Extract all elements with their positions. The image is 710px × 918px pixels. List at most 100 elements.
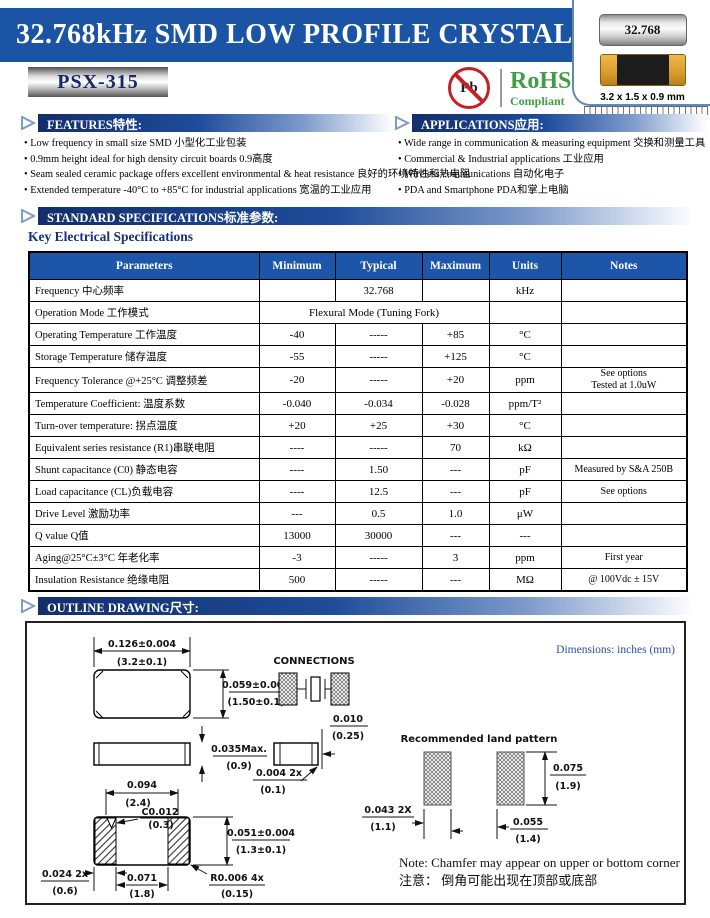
smd-package-photo (599, 54, 686, 86)
list-item: PDA and Smartphone PDA和掌上电脑 (398, 183, 708, 199)
pb-free-icon: Pb (448, 67, 490, 109)
dim-pad-gap-in: 0.071 (127, 873, 157, 884)
table-row: Turn-over temperature: 拐点温度 +20 +25 +30 °C (28, 414, 688, 437)
land-pattern: Recommended land pattern 0.075 (1.9) 0.0… (362, 734, 586, 845)
dim-land-height-in: 0.075 (553, 763, 583, 774)
column-header: Units (488, 251, 562, 280)
features-list: Low frequency in small size SMD 小型化工业包装0… (24, 136, 470, 198)
triangle-bullet-icon (21, 209, 36, 223)
page-title: 32.768kHz SMD LOW PROFILE CRYSTAL (16, 19, 573, 50)
column-header: Minimum (258, 251, 336, 280)
applications-title: APPLICATIONS应用: (421, 117, 544, 132)
list-item: Wide range in communication & measuring … (398, 136, 708, 152)
dim-pad-thk-in: 0.004 2x (256, 768, 302, 779)
top-view: 0.126±0.004 (3.2±0.1) 0.059±0.004 (1.50±… (93, 637, 290, 719)
side-view: 0.035Max. (0.9) (93, 726, 267, 782)
applications-list: Wide range in communication & measuring … (398, 136, 708, 198)
table-row: Operation Mode 工作模式 Flexural Mode (Tuning… (28, 301, 688, 324)
dim-corner-r-in: R0.006 4x (210, 873, 263, 884)
dim-land-gap-in: 0.043 2X (364, 805, 412, 816)
table-row: Aging@25°C±3°C 年老化率 -3 ----- 3 ppm First year (28, 546, 688, 569)
table-row: Insulation Resistance 绝缘电阻 500 ----- --- MΩ @… (28, 568, 688, 592)
specifications-title: STANDARD SPECIFICATIONS标准参数: (47, 210, 279, 225)
smd-pad-left (600, 55, 617, 85)
smd-pad-right (668, 55, 685, 85)
divider (500, 69, 502, 107)
chamfer-note-en: Note: Chamfer may appear on upper or bot… (399, 855, 680, 870)
table-row: Frequency Tolerance @+25°C 调整频差 -20 ----- +… (28, 367, 688, 393)
dim-side-height-mm: (0.9) (226, 761, 252, 772)
dim-pad-end-mm: (0.25) (332, 731, 364, 742)
model-name: PSX-315 (57, 70, 139, 93)
rohs-compliant-label: Compliant (510, 94, 565, 108)
dim-side-height-in: 0.035Max. (211, 744, 267, 755)
dim-top-width-mm: (3.2±0.1) (117, 657, 167, 668)
package-size-label: 3.2 x 1.5 x 0.9 mm (600, 92, 685, 103)
triangle-bullet-icon (21, 599, 36, 613)
model-badge: PSX-315 (28, 67, 168, 97)
dim-pad-span-in: 0.094 (127, 780, 157, 791)
dim-pad-width-mm: (0.6) (52, 886, 78, 897)
dim-top-height-mm: (1.50±0.1) (228, 697, 285, 708)
table-row: Frequency 中心频率 32.768 kHz (28, 279, 688, 302)
dim-bottom-height-in: 0.051±0.004 (227, 828, 295, 839)
table-header-row: Parameters Minimum Typical Maximum Units Note… (28, 251, 688, 280)
column-header: Typical (334, 251, 423, 280)
table-row: Equivalent series resistance (R1)串联电阻 ---… (28, 436, 688, 459)
rohs-block: Pb RoHS Compliant (448, 66, 571, 110)
pb-label: Pb (460, 79, 478, 96)
title-bar: 32.768kHz SMD LOW PROFILE CRYSTAL (0, 8, 574, 62)
dim-land-width-in: 0.055 (513, 817, 543, 828)
table-row: Drive Level 激励功率 --- 0.5 1.0 μW (28, 502, 688, 525)
spec-table: Parameters Minimum Typical Maximum Units Note… (28, 251, 688, 592)
table-row: Operating Temperature 工作温度 -40 ----- +85 °C (28, 323, 688, 346)
end-view: 0.010 (0.25) 0.004 2x (0.1) (253, 714, 368, 796)
column-header: Maximum (421, 251, 490, 280)
dim-pad-thk-mm: (0.1) (260, 785, 286, 796)
applications-header: APPLICATIONS应用: (394, 114, 706, 132)
product-image-panel: 32.768 3.2 x 1.5 x 0.9 mm (572, 0, 710, 106)
connections-diagram: CONNECTIONS (273, 656, 355, 706)
table-row: Load capacitance (CL)负载电容 ---- 12.5 --- pF Se… (28, 480, 688, 503)
dim-bottom-height-mm: (1.3±0.1) (236, 845, 286, 856)
features-title: FEATURES特性: (47, 117, 142, 132)
dim-land-width-mm: (1.4) (515, 834, 541, 845)
outline-title: OUTLINE DRAWING尺寸: (47, 600, 199, 615)
table-row: Storage Temperature 储存温度 -55 ----- +125 °C (28, 345, 688, 368)
features-header: FEATURES特性: (20, 114, 392, 132)
crystal-photo: 32.768 (598, 14, 687, 46)
dim-land-gap-mm: (1.1) (370, 822, 396, 833)
bottom-view: 0.094 (2.4) C0.012 (0.3) 0.051±0.004 (1.… (41, 780, 295, 900)
dim-pad-span-mm: (2.4) (125, 798, 151, 809)
dimensions-note: Dimensions: inches (mm) (556, 644, 675, 656)
list-item: Commercial & Industrial applications 工业应… (398, 152, 708, 168)
smd-body (616, 55, 669, 85)
column-header: Parameters (28, 251, 260, 280)
connections-label: CONNECTIONS (273, 656, 354, 667)
list-item: 0.9mm height ideal for high density circ… (24, 152, 396, 168)
list-item: Seam sealed ceramic package offers excel… (24, 167, 470, 183)
chamfer-note-cn: 注意： 倒角可能出现在顶部或底部 (399, 873, 597, 888)
crystal-marking: 32.768 (624, 22, 661, 37)
outline-drawing-svg: Dimensions: inches (mm) 0.126±0.004 (3.2… (41, 637, 681, 900)
triangle-bullet-icon (395, 116, 410, 130)
table-row: Shunt capacitance (C0) 静态电容 ---- 1.50 --- pF… (28, 458, 688, 481)
dim-pad-gap-mm: (1.8) (129, 889, 155, 899)
key-specs-subtitle: Key Electrical Specifications (28, 229, 193, 244)
dim-chamfer-mm: (0.3) (148, 820, 174, 831)
column-header: Notes (560, 251, 688, 280)
dim-pad-width-in: 0.024 2x (42, 869, 88, 880)
rohs-label: RoHS (510, 68, 572, 94)
dim-top-height-in: 0.059±0.004 (222, 680, 290, 691)
table-row: Temperature Coefficient: 温度系数 -0.040 -0.03… (28, 392, 688, 415)
land-pattern-label: Recommended land pattern (401, 734, 558, 745)
dim-pad-end-in: 0.010 (333, 714, 363, 725)
outline-drawing: Dimensions: inches (mm) 0.126±0.004 (3.2… (25, 621, 686, 905)
specifications-header: STANDARD SPECIFICATIONS标准参数: (20, 207, 692, 225)
dim-chamfer-in: C0.012 (141, 807, 178, 818)
dim-corner-r-mm: (0.15) (221, 889, 253, 899)
dim-land-height-mm: (1.9) (555, 781, 581, 792)
triangle-bullet-icon (21, 116, 36, 130)
list-item: Wireless communications 自动化电子 (398, 167, 708, 183)
